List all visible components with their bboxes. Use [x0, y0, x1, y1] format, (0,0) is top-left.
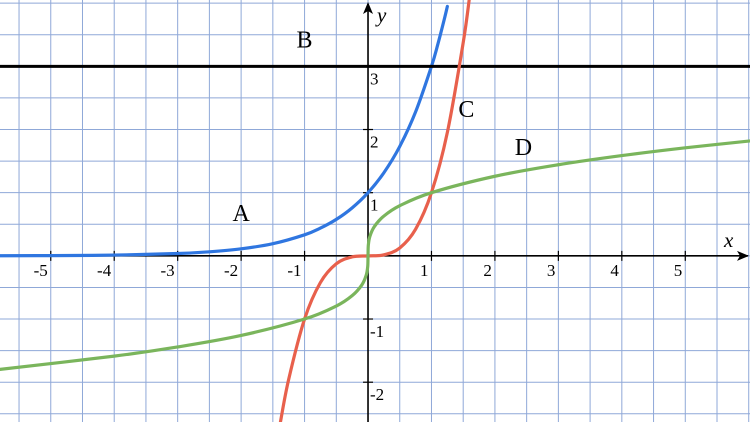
y-tick-label: 2: [370, 133, 379, 152]
curve-label: A: [232, 201, 250, 227]
y-tick-label: 3: [370, 69, 379, 88]
x-arrow: [737, 250, 749, 261]
y-arrow: [363, 2, 374, 14]
x-tick-label: 1: [420, 261, 429, 280]
x-tick-label: -2: [224, 261, 238, 280]
y-tick-label: 1: [370, 196, 379, 215]
x-tick-label: -1: [287, 261, 301, 280]
curve-label: B: [297, 27, 313, 53]
x-axis-title: x: [723, 228, 734, 252]
curve-label: C: [458, 97, 474, 123]
x-tick-label: 3: [547, 261, 556, 280]
y-tick-label: -2: [370, 385, 384, 404]
curve: [278, 0, 471, 422]
curve: [0, 139, 750, 371]
labels: A B C D: [232, 27, 532, 227]
y-axis-title: y: [375, 3, 387, 27]
x-tick-label: -5: [34, 261, 48, 280]
curve-label: D: [515, 135, 532, 161]
y-tick-label: -1: [370, 322, 384, 341]
x-tick-label: 5: [674, 261, 683, 280]
x-tick-label: 2: [483, 261, 492, 280]
x-tick-label: -3: [160, 261, 174, 280]
x-tick-label: 4: [610, 261, 619, 280]
x-tick-label: -4: [97, 261, 112, 280]
